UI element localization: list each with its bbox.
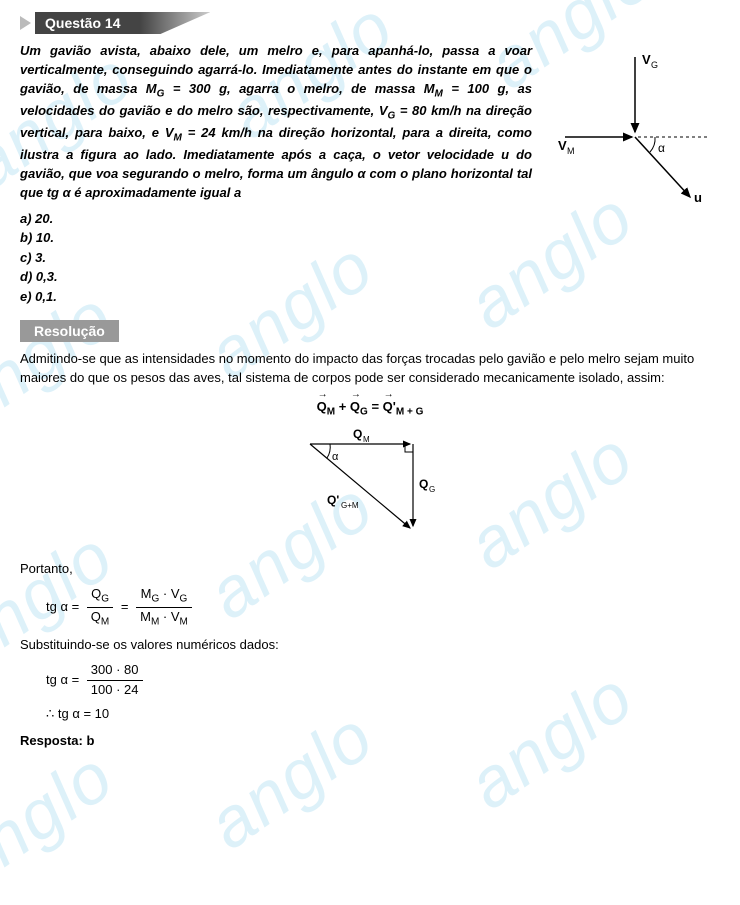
substitution-text: Substituindo-se os valores numéricos dad… (20, 636, 720, 655)
svg-text:Q': Q' (327, 493, 339, 507)
triangle-diagram: α QM QG Q'G+M (285, 426, 455, 546)
svg-text:G: G (651, 60, 658, 70)
q-body-2: = 300 g, agarra o melro, de massa M (164, 81, 434, 96)
question-header: Questão 14 (20, 12, 720, 34)
header-triangle-icon (20, 16, 31, 30)
final-answer: Resposta: b (20, 732, 720, 751)
numeric-calc: tg α = 300 · 80 100 · 24 (46, 661, 720, 700)
svg-text:V: V (642, 52, 651, 67)
option-a: a) 20. (20, 209, 532, 229)
option-b: b) 10. (20, 228, 532, 248)
option-e: e) 0,1. (20, 287, 532, 307)
option-d: d) 0,3. (20, 267, 532, 287)
vector-figure: V G V M u α (550, 42, 720, 306)
svg-text:M: M (363, 435, 370, 444)
options-list: a) 20. b) 10. c) 3. d) 0,3. e) 0,1. (20, 209, 532, 307)
svg-text:α: α (332, 451, 339, 463)
svg-text:u: u (694, 190, 702, 205)
momentum-equation: QM + QG = Q'M + G (20, 398, 720, 420)
resolution-label: Resolução (20, 320, 119, 342)
resolution-intro: Admitindo-se que as intensidades no mome… (20, 350, 720, 388)
svg-text:Q: Q (419, 477, 428, 491)
svg-text:G: G (429, 485, 435, 494)
question-number: Questão 14 (35, 12, 210, 34)
tg-formula: tg α = QG QM = MG · VG MM · VM (46, 585, 720, 630)
svg-text:M: M (567, 146, 575, 156)
svg-text:G+M: G+M (341, 501, 359, 510)
portanto: Portanto, (20, 560, 720, 579)
question-text: Um gavião avista, abaixo dele, um melro … (20, 42, 532, 306)
svg-text:V: V (558, 138, 567, 153)
svg-text:Q: Q (353, 427, 362, 441)
option-c: c) 3. (20, 248, 532, 268)
svg-text:α: α (658, 141, 665, 155)
therefore-line: ∴ tg α = 10 (46, 705, 720, 724)
